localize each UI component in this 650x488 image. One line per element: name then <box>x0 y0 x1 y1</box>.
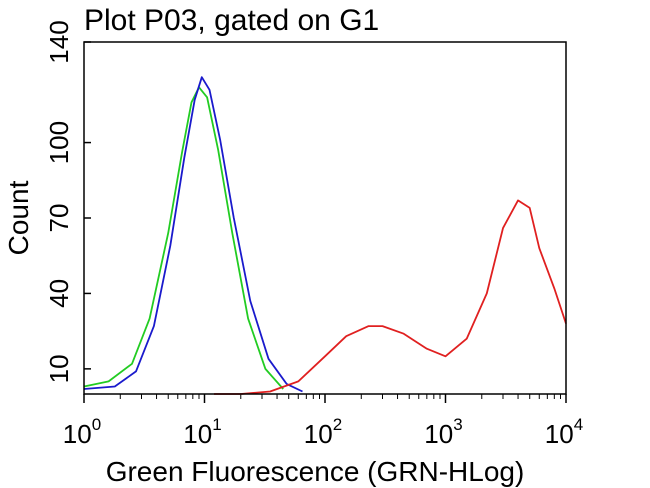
x-tick-label: 101 <box>183 415 221 449</box>
y-axis-label: Count <box>3 180 34 255</box>
series-line-2 <box>214 199 567 395</box>
plot-area-frame <box>83 41 567 395</box>
x-tick-label: 102 <box>304 415 342 449</box>
y-axis-ticks: 10 40 70 100 140 <box>44 20 91 383</box>
x-axis-label: Green Fluorescence (GRN-HLog) <box>106 456 525 487</box>
x-tick-label: 104 <box>545 415 583 449</box>
y-tick-label: 140 <box>44 20 74 63</box>
y-tick-label: 70 <box>44 204 74 233</box>
x-tick-label: 100 <box>63 415 101 449</box>
y-tick-label: 100 <box>44 121 74 164</box>
x-axis-ticks: 100 101 102 103 104 <box>63 394 583 449</box>
series-line-1 <box>83 76 303 393</box>
x-tick-label: 103 <box>424 415 462 449</box>
y-tick-label: 10 <box>44 354 74 383</box>
series-line-0 <box>83 86 284 390</box>
series-layer <box>83 76 567 395</box>
chart-title: Plot P03, gated on G1 <box>84 4 379 37</box>
y-tick-label: 40 <box>44 279 74 308</box>
